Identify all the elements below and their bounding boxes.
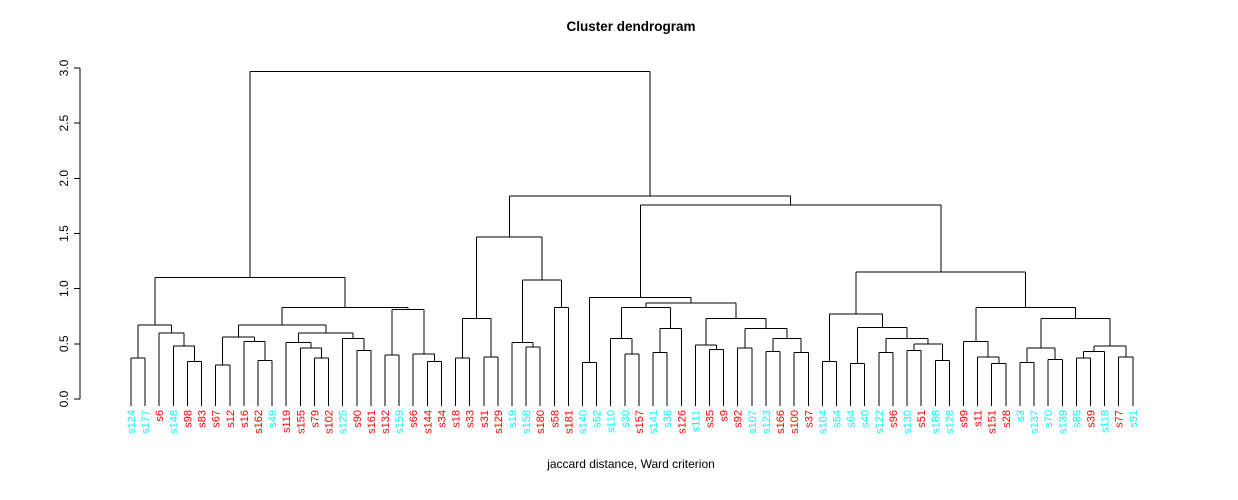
leaf-label: s166 (775, 410, 787, 434)
leaf-label: s39 (1085, 410, 1097, 428)
leaf-label: s128 (944, 410, 956, 434)
leaf-label: s28 (1001, 410, 1013, 428)
leaf-label: s151 (987, 410, 999, 434)
leaf-label: s161 (366, 410, 378, 434)
leaf-label: s34 (436, 410, 448, 428)
leaf-label: s102 (324, 410, 336, 434)
leaf-label: s148 (168, 410, 180, 434)
leaf-label: s30 (620, 410, 632, 428)
dendrogram-tree (130, 70, 1134, 406)
leaf-label: s31 (479, 410, 491, 428)
leaf-label: s107 (747, 410, 759, 434)
y-tick-label: 3.0 (57, 59, 71, 76)
y-tick-label: 2.0 (57, 170, 71, 187)
leaf-label: s157 (634, 410, 646, 434)
y-tick-label: 1.5 (57, 225, 71, 242)
leaf-label: s37 (803, 410, 815, 428)
leaf-label: s85 (1071, 410, 1083, 428)
leaf-label: s96 (888, 410, 900, 428)
leaf-label: s66 (408, 410, 420, 428)
leaf-label: s91 (1128, 410, 1140, 428)
y-axis: 0.0 0.5 1.0 1.5 2.0 2.5 3.0 (57, 59, 81, 407)
leaf-label: s144 (422, 410, 434, 434)
leaf-label: s98 (182, 410, 194, 428)
leaf-label: s52 (592, 410, 604, 428)
leaf-label: s19 (507, 410, 519, 428)
leaf-label: s137 (1029, 410, 1041, 434)
leaf-label: s132 (380, 410, 392, 434)
leaf-label: s18 (451, 410, 463, 428)
leaf-label: s100 (789, 410, 801, 434)
leaf-label: s126 (676, 410, 688, 434)
leaf-label: s54 (832, 410, 844, 428)
leaf-label: s110 (606, 410, 618, 433)
leaf-label: s180 (535, 410, 547, 434)
leaf-label: s140 (578, 410, 590, 434)
y-tick-label: 0.0 (57, 390, 71, 407)
leaf-label: s139 (1057, 410, 1069, 434)
leaf-label: s58 (549, 410, 561, 428)
leaf-label: s70 (1043, 410, 1055, 428)
leaf-label: s92 (733, 410, 745, 428)
leaf-label: s124 (126, 410, 138, 434)
leaf-label: s3 (1015, 410, 1027, 422)
x-axis-label: jaccard distance, Ward criterion (546, 457, 715, 471)
leaf-label: s64 (846, 410, 858, 428)
leaf-label: s79 (309, 410, 321, 428)
leaf-label: s162 (253, 410, 265, 434)
leaf-label: s155 (295, 410, 307, 434)
leaf-label: s158 (521, 410, 533, 434)
leaf-label: s125 (338, 410, 350, 434)
leaf-label: s99 (958, 410, 970, 428)
leaf-label: s40 (860, 410, 872, 428)
leaf-label: s51 (916, 410, 928, 428)
leaf-label: s83 (197, 410, 209, 428)
y-tick-label: 0.5 (57, 335, 71, 352)
leaf-label: s77 (1114, 410, 1126, 428)
leaf-label: s16 (239, 410, 251, 428)
leaf-label: s122 (874, 410, 886, 434)
leaf-label: s118 (1100, 410, 1112, 433)
leaf-labels: s124 s177 s6 s148 s98 s83 s67 s12 s16 s162 s49 s119… (126, 410, 1140, 434)
leaf-label: s67 (211, 410, 223, 428)
leaf-label: s33 (465, 410, 477, 428)
leaf-label: s159 (394, 410, 406, 434)
leaf-label: s123 (761, 410, 773, 434)
y-tick-label: 1.0 (57, 280, 71, 297)
leaf-label: s49 (267, 410, 279, 428)
leaf-label: s11 (973, 410, 985, 427)
leaf-label: s177 (140, 410, 152, 434)
leaf-label: s181 (563, 410, 575, 434)
leaf-label: s188 (930, 410, 942, 434)
y-tick-label: 2.5 (57, 115, 71, 132)
leaf-label: s6 (154, 410, 166, 422)
leaf-label: s12 (225, 410, 237, 428)
leaf-label: s35 (705, 410, 717, 428)
leaf-label: s130 (902, 410, 914, 434)
leaf-label: s129 (493, 410, 505, 434)
leaf-label: s9 (719, 410, 731, 422)
leaf-label: s90 (352, 410, 364, 428)
leaf-label: s141 (648, 410, 660, 434)
leaf-label: s104 (817, 410, 829, 434)
chart-title: Cluster dendrogram (566, 19, 695, 34)
leaf-label: s111 (690, 410, 702, 432)
leaf-label: s119 (281, 410, 293, 433)
leaf-label: s36 (662, 410, 674, 428)
